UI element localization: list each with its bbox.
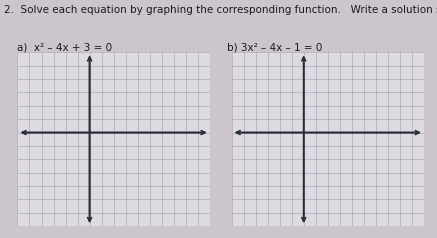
Text: a)  x² – 4x + 3 = 0: a) x² – 4x + 3 = 0: [17, 43, 113, 53]
Text: 2.  Solve each equation by graphing the corresponding function.   Write a soluti: 2. Solve each equation by graphing the c…: [4, 5, 437, 15]
Text: b) 3x² – 4x – 1 = 0: b) 3x² – 4x – 1 = 0: [227, 43, 323, 53]
